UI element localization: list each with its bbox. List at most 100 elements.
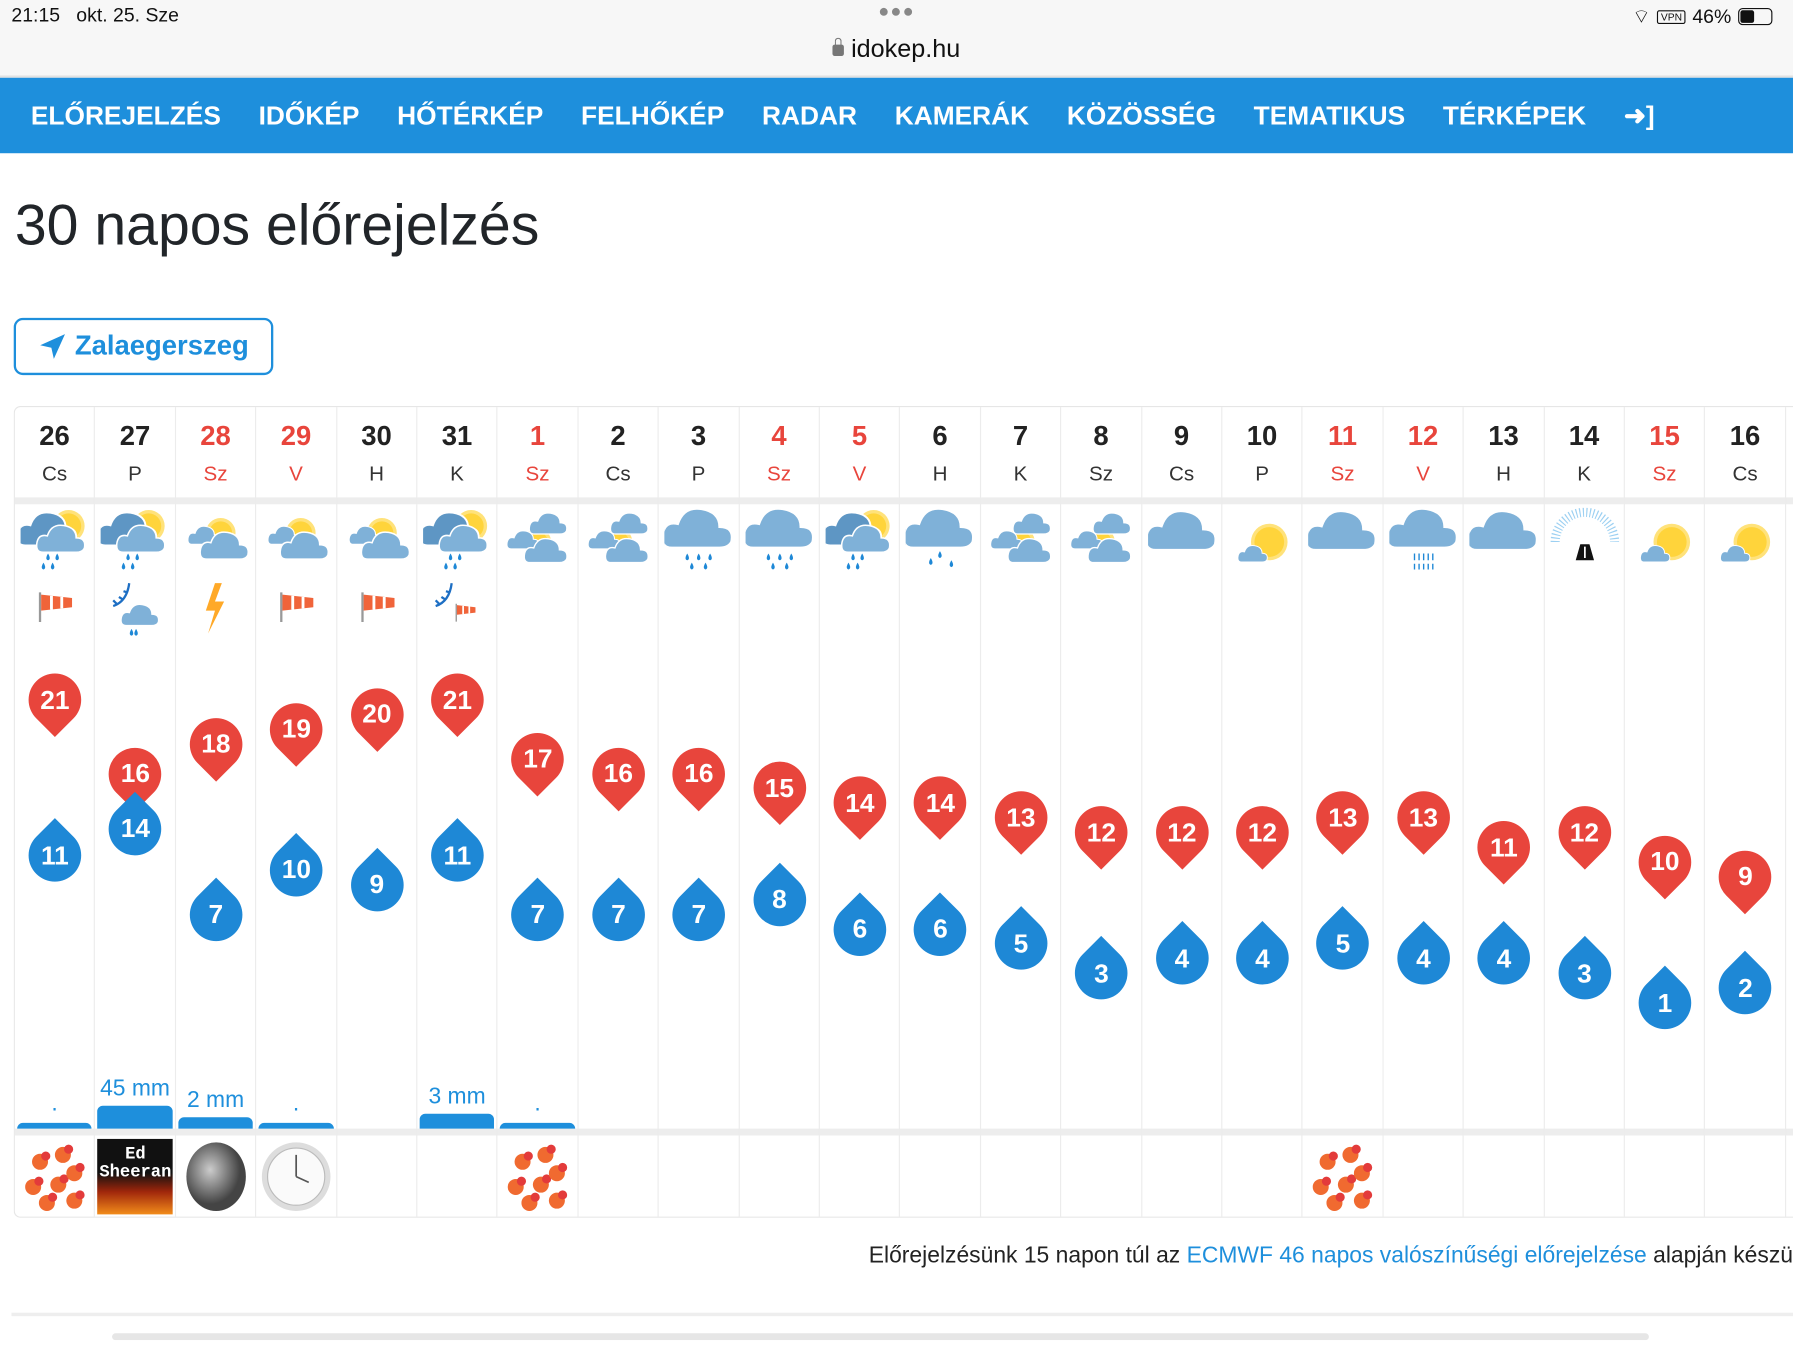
vpn-badge: VPN [1657,9,1686,24]
weekday: P [128,461,142,485]
fog-road-weather-icon [1550,507,1619,577]
nav-item-2[interactable]: HŐTÉRKÉP [397,100,544,130]
day-column[interactable]: 5 V 14 6 [820,407,901,1217]
nav-item-8[interactable]: TÉRKÉPEK [1442,100,1587,130]
day-number: 9 [1173,420,1190,452]
day-column[interactable]: 7 K 13 5 [981,407,1062,1217]
max-temp-marker: 21 [420,662,495,738]
day-number: 13 [1488,420,1519,452]
day-number: 5 [851,420,868,452]
precip-label: . [292,1090,300,1117]
max-temp-value: 16 [120,758,151,788]
day-column[interactable]: 14 K 12 3 [1544,407,1625,1217]
forecast-table: 26 Cs 21 11 . 27 P 16 14 45 mm Ed Sheera… [13,405,1793,1218]
ecmwf-link[interactable]: ECMWF 46 napos valószínűségi előrejelzés… [1186,1242,1647,1269]
day-column[interactable]: 6 H 14 6 [900,407,981,1217]
day-column[interactable]: 11 Sz 13 5 [1303,407,1384,1217]
poster-image[interactable]: Ed Sheeran [97,1138,174,1215]
flower-image[interactable] [1305,1139,1380,1214]
max-temp-marker: 12 [1547,795,1622,870]
wifi-icon: ⌔ [1632,5,1651,28]
day-number: 1 [529,420,546,452]
day-column[interactable]: 31 K 21 11 3 mm [417,407,498,1217]
drizzle-weather-icon [1386,507,1458,577]
min-temp-value: 2 [1738,972,1753,1003]
day-column[interactable]: 4 Sz 15 8 [739,407,820,1217]
weekday: P [691,461,706,485]
day-column[interactable]: 27 P 16 14 45 mm Ed Sheeran [95,407,176,1217]
clock-time: 21:15 [11,4,61,27]
flower-image[interactable] [17,1139,92,1214]
mostly-weather-icon [1067,508,1136,577]
day-column[interactable]: 13 H 11 4 [1464,407,1545,1217]
windsock-icon [268,579,325,636]
day-column[interactable]: 3 P 16 7 [659,407,740,1217]
max-temp-marker: 16 [661,736,737,811]
max-temp-marker: 17 [500,721,576,797]
moon-image[interactable] [178,1139,253,1214]
day-number: 3 [690,420,707,452]
min-temp-marker: 11 [17,818,93,893]
footer-note: Előrejelzésünk 15 napon túl az ECMWF 46 … [869,1243,1793,1269]
max-temp-marker: 14 [822,765,898,841]
min-temp-marker: 2 [1708,950,1783,1026]
min-temp-marker: 4 [1466,921,1542,996]
cloud-weather-icon [1144,508,1217,577]
max-temp-value: 11 [1489,831,1518,862]
day-column[interactable]: 8 Sz 12 3 [1061,407,1142,1217]
nav-item-6[interactable]: KÖZÖSSÉG [1066,100,1216,130]
weekday: H [369,461,384,485]
min-temp-marker: 7 [500,877,576,952]
nav-item-5[interactable]: KAMERÁK [894,100,1030,130]
weekday: V [852,461,867,485]
browser-status-bar: 21:15 okt. 25. Sze ●●● ⌔ VPN 46% idokep.… [0,0,1793,78]
day-column[interactable]: 16 Cs 9 2 [1705,407,1786,1217]
nav-item-7[interactable]: TEMATIKUS [1253,100,1406,130]
day-number: 15 [1649,420,1680,452]
clock-image[interactable] [259,1139,334,1214]
max-temp-marker: 16 [581,736,656,811]
precip-label: . [51,1090,58,1117]
min-temp-marker: 5 [1305,906,1381,982]
flower-image[interactable] [500,1139,575,1214]
battery-icon [1738,8,1773,26]
min-temp-value: 4 [1255,943,1270,973]
min-temp-value: 6 [852,913,868,944]
day-column[interactable]: 26 Cs 21 11 . [15,407,96,1217]
nav-item-0[interactable]: ELŐREJELZÉS [30,100,221,130]
weekday: P [1255,461,1269,485]
precip-label: 45 mm [100,1076,170,1102]
day-column[interactable]: 10 P 12 4 [1222,407,1303,1217]
location-button[interactable]: Zalaegerszeg [13,317,274,376]
day-number: 27 [119,420,151,452]
day-column[interactable]: 28 Sz 18 7 2 mm [176,407,257,1217]
weekday: Cs [1168,461,1195,485]
day-column[interactable]: 29 V 19 10 . [256,407,337,1217]
login-icon[interactable]: ➜] [1623,100,1655,130]
day-column[interactable]: 2 Cs 16 7 [578,407,659,1217]
weekday: H [932,461,948,485]
min-temp-value: 11 [40,839,69,870]
day-column[interactable]: 15 Sz 10 1 [1625,407,1706,1217]
min-temp-marker: 11 [420,818,495,893]
max-temp-marker: 13 [1305,780,1381,856]
nav-item-3[interactable]: FELHŐKÉP [581,100,725,130]
address-bar[interactable]: idokep.hu [0,34,1793,64]
day-column[interactable]: 9 Cs 12 4 [1142,407,1223,1217]
min-temp-value: 9 [369,869,385,900]
horizontal-scrollbar[interactable] [112,1333,1649,1341]
tab-dots-icon[interactable]: ●●● [878,2,915,22]
min-temp-marker: 4 [1144,921,1220,996]
nav-item-4[interactable]: RADAR [761,100,857,130]
max-temp-value: 13 [1328,802,1358,833]
max-temp-value: 12 [1569,817,1600,847]
weekday: Cs [605,461,631,485]
mostly-weather-icon [987,508,1056,577]
sunny-cloud-weather-icon [1631,508,1700,577]
min-temp-marker: 4 [1386,921,1461,996]
min-temp-value: 4 [1174,943,1190,973]
day-column[interactable]: 30 H 20 9 [337,407,418,1217]
day-column[interactable]: 1 Sz 17 7 . [498,407,579,1217]
nav-item-1[interactable]: IDŐKÉP [258,100,360,130]
day-column[interactable]: 12 V 13 4 [1383,407,1464,1217]
